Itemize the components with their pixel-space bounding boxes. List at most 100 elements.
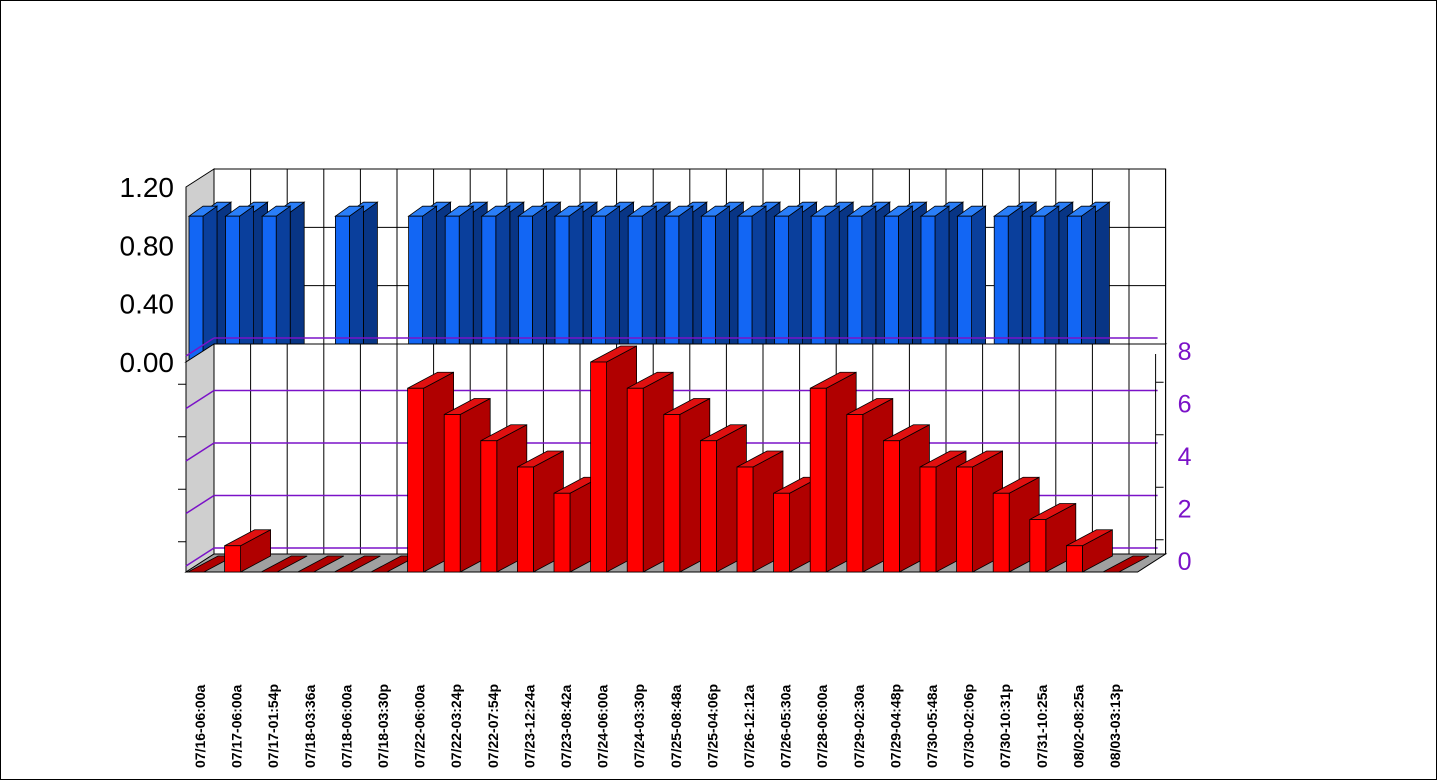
bottom-y-tick-label: 4 bbox=[1178, 443, 1192, 471]
x-category-label: 07/25-08:48a bbox=[668, 684, 684, 768]
top-bar-s1-front bbox=[1030, 215, 1046, 363]
bottom-bar-flat bbox=[1102, 555, 1150, 573]
top-bar-s1-front bbox=[591, 215, 606, 363]
x-category-label: 07/22-07:54p bbox=[485, 684, 501, 768]
bottom-bar-front bbox=[1066, 545, 1083, 573]
x-category-label: 07/31-10:25a bbox=[1034, 684, 1050, 768]
top-bar-s1-front bbox=[225, 215, 241, 363]
bottom-bar-front bbox=[407, 387, 425, 573]
top-bar-s1 bbox=[956, 205, 987, 363]
bottom-bar-front bbox=[1029, 519, 1047, 573]
top-bar-s1 bbox=[773, 205, 804, 363]
top-bar-s1 bbox=[736, 205, 768, 363]
top-y-tick-label: 0.00 bbox=[120, 347, 175, 378]
top-bar-s1 bbox=[663, 205, 695, 363]
bottom-side-gridline bbox=[185, 547, 215, 567]
top-bar-s1-front bbox=[774, 215, 789, 363]
bottom-bar bbox=[224, 529, 272, 573]
bottom-bar-front bbox=[590, 361, 607, 573]
top-bar-s1 bbox=[919, 205, 951, 363]
top-bar-s1 bbox=[1066, 205, 1097, 363]
bottom-bar-flat bbox=[334, 555, 381, 573]
top-bar-s1-front bbox=[261, 215, 277, 363]
x-category-label: 07/17-01:54p bbox=[265, 684, 281, 768]
top-bar-s1 bbox=[224, 205, 255, 363]
top-bar-s1-front bbox=[444, 215, 460, 363]
top-bar-s2-side bbox=[362, 201, 378, 359]
x-category-label: 07/30-10:31p bbox=[997, 684, 1013, 768]
top-bar-s1 bbox=[883, 205, 914, 363]
top-bar-s1 bbox=[517, 205, 548, 363]
bottom-bar-front bbox=[700, 440, 717, 573]
bottom-bar bbox=[334, 555, 381, 573]
top-bar-s1-front bbox=[481, 215, 497, 363]
bottom-bar-front bbox=[809, 387, 827, 573]
x-category-label: 07/18-03:30p bbox=[375, 684, 391, 768]
bottom-y-tick-label: 0 bbox=[1178, 548, 1192, 576]
bottom-bar-flat bbox=[297, 555, 344, 573]
x-category-label: 07/22-06:00a bbox=[412, 684, 428, 768]
x-category-label: 07/30-05:48a bbox=[924, 684, 940, 768]
bottom-bar-front bbox=[626, 387, 644, 573]
bottom-bar-front bbox=[883, 440, 900, 573]
top-bar-s2-side bbox=[289, 201, 305, 359]
bottom-bar-front bbox=[224, 545, 242, 573]
x-category-label: 07/29-02:30a bbox=[851, 684, 867, 768]
top-bar-s1 bbox=[992, 205, 1024, 363]
bottom-bar bbox=[1066, 529, 1113, 573]
bottom-bar-front bbox=[919, 466, 937, 573]
bottom-bar-front bbox=[956, 466, 973, 573]
top-bar-s1 bbox=[407, 205, 438, 363]
top-bar-s1 bbox=[260, 205, 292, 363]
top-bar-s1-front bbox=[408, 215, 424, 363]
bottom-y-tick-label: 6 bbox=[1178, 391, 1192, 419]
top-bar-s1 bbox=[590, 205, 621, 363]
top-bar-s1-front bbox=[957, 215, 972, 363]
bottom-bar-front bbox=[480, 440, 498, 573]
x-category-label: 07/17-06:00a bbox=[229, 684, 245, 768]
bottom-side-gridline bbox=[185, 337, 215, 357]
top-bar-s1-front bbox=[920, 215, 936, 363]
x-category-label: 07/26-05:30a bbox=[778, 684, 794, 768]
top-bar-s1 bbox=[553, 205, 585, 363]
top-bar-s1-front bbox=[884, 215, 899, 363]
top-bar-s1 bbox=[480, 205, 512, 363]
x-category-label: 08/02-08:25a bbox=[1070, 684, 1086, 768]
bottom-bar-front bbox=[443, 414, 461, 573]
x-category-label: 07/18-06:00a bbox=[338, 684, 354, 768]
x-category-label: 07/26-12:12a bbox=[741, 684, 757, 768]
top-bar-s1-front bbox=[701, 215, 716, 363]
bottom-bar-flat bbox=[261, 555, 308, 573]
x-category-label: 07/29-04:48p bbox=[887, 684, 903, 768]
top-bar-s1-front bbox=[188, 215, 204, 363]
top-bar-s1 bbox=[700, 205, 731, 363]
x-category-label: 08/03-03:13p bbox=[1107, 684, 1123, 768]
top-y-tick-label: 0.80 bbox=[120, 230, 175, 261]
bottom-bar bbox=[1102, 555, 1150, 573]
bottom-bar-front bbox=[517, 466, 534, 573]
top-bar-s1 bbox=[846, 205, 878, 363]
x-category-label: 07/28-06:00a bbox=[814, 684, 830, 768]
bottom-side-gridline bbox=[185, 389, 215, 410]
bottom-side-gridline bbox=[185, 442, 215, 462]
top-bar-s1-front bbox=[1067, 215, 1082, 363]
x-category-label: 07/22-03:24p bbox=[448, 684, 464, 768]
x-category-label: 07/24-03:30p bbox=[631, 684, 647, 768]
top-bar-s1-front bbox=[664, 215, 680, 363]
bottom-bar bbox=[297, 555, 344, 573]
x-category-label: 07/24-06:00a bbox=[595, 684, 611, 768]
top-bar-s1 bbox=[1029, 205, 1061, 363]
top-bar-s1-front bbox=[737, 215, 753, 363]
x-category-label: 07/23-08:42a bbox=[558, 684, 574, 768]
bottom-bar bbox=[261, 555, 308, 573]
top-y-tick-label: 1.20 bbox=[120, 172, 175, 203]
top-bar-s2-side bbox=[1095, 201, 1110, 359]
top-bar-s1-front bbox=[993, 215, 1009, 363]
top-bar-s1-front bbox=[627, 215, 643, 363]
top-bar-s1-front bbox=[334, 215, 350, 363]
top-bar-s1-front bbox=[518, 215, 533, 363]
bottom-bar-front bbox=[553, 492, 571, 573]
bottom-y-tick-label: 2 bbox=[1178, 496, 1192, 524]
top-bar-s1 bbox=[443, 205, 475, 363]
